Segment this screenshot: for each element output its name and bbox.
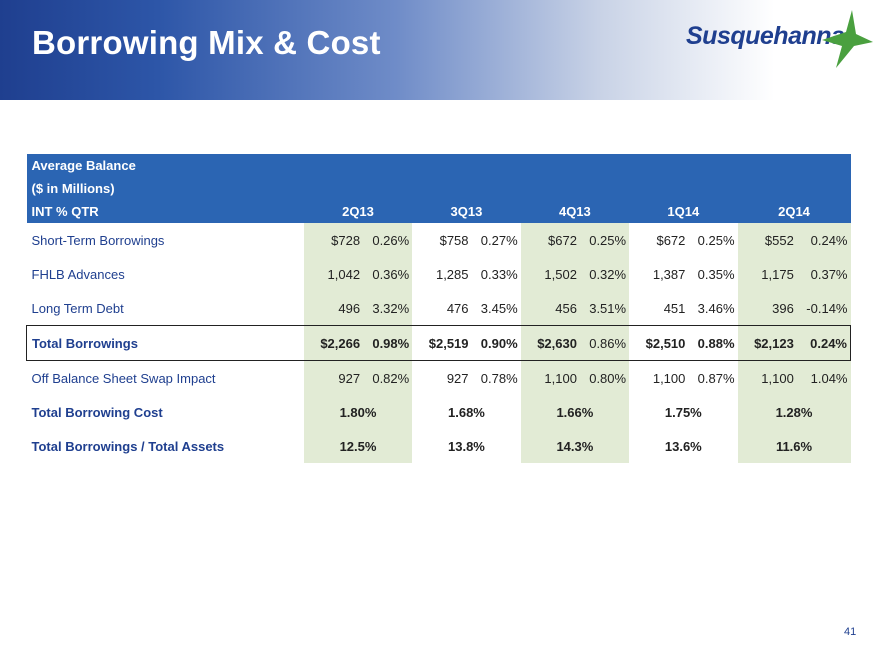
quarter-header: 2Q13 bbox=[303, 200, 413, 223]
rate-cell: 3.45% bbox=[480, 300, 518, 316]
summary-cell: 14.3% bbox=[520, 429, 630, 463]
header-row: ($ in Millions) bbox=[26, 177, 851, 200]
summary-cell: 1.75% bbox=[664, 404, 702, 420]
table-row: Long Term Debt 496 3.32% 476 3.45% 456 3.51% 45… bbox=[27, 291, 851, 326]
star-icon bbox=[822, 10, 873, 68]
header-row: Average Balance bbox=[26, 154, 851, 177]
company-logo: Susquehanna bbox=[686, 8, 876, 68]
balance-cell: 1,285 bbox=[435, 266, 469, 282]
summary-row: Total Borrowings / Total Assets 12.5% 13.8… bbox=[27, 429, 851, 463]
balance-cell: 456 bbox=[520, 291, 581, 326]
balance-cell: $2,510 bbox=[629, 325, 690, 361]
rate-cell: 0.26% bbox=[364, 223, 413, 257]
row-label: Total Borrowing Cost bbox=[31, 404, 163, 420]
balance-cell: $2,123 bbox=[737, 325, 798, 361]
balance-cell: 1,100 bbox=[737, 360, 798, 395]
row-label: Off Balance Sheet Swap Impact bbox=[31, 370, 216, 386]
balance-cell: 1,100 bbox=[520, 360, 581, 395]
table-row: Short-Term Borrowings $728 0.26% $758 0.27% $… bbox=[27, 223, 851, 257]
balance-cell: 1,175 bbox=[737, 257, 798, 291]
quarter-header-row: INT % QTR 2Q13 3Q13 4Q13 1Q14 2Q14 bbox=[26, 200, 851, 223]
rate-cell: 0.87% bbox=[697, 370, 735, 386]
rate-cell: 0.25% bbox=[697, 232, 735, 248]
borrowing-table: Average Balance ($ in Millions) INT % QT… bbox=[25, 154, 851, 463]
balance-cell: 1,502 bbox=[520, 257, 581, 291]
summary-row: Total Borrowing Cost 1.80% 1.68% 1.66% 1.75%… bbox=[27, 395, 851, 429]
header-label: ($ in Millions) bbox=[26, 177, 851, 200]
rate-cell: 0.88% bbox=[689, 325, 738, 361]
rate-cell: 3.32% bbox=[364, 291, 413, 326]
balance-cell: $2,630 bbox=[520, 325, 581, 361]
logo-text: Susquehanna bbox=[686, 22, 845, 50]
rate-cell: 1.04% bbox=[797, 360, 851, 395]
rate-cell: 0.24% bbox=[797, 223, 851, 257]
header-label: Average Balance bbox=[26, 154, 851, 177]
rate-cell: 0.33% bbox=[480, 266, 518, 282]
balance-cell: $552 bbox=[737, 223, 798, 257]
quarter-header: 2Q14 bbox=[737, 200, 851, 223]
table-row: Off Balance Sheet Swap Impact 927 0.82% 927… bbox=[27, 360, 851, 395]
rate-cell: 0.36% bbox=[364, 257, 413, 291]
balance-cell: 1,042 bbox=[303, 257, 365, 291]
row-label: Long Term Debt bbox=[31, 300, 124, 316]
column-label: INT % QTR bbox=[26, 200, 304, 223]
summary-cell: 11.6% bbox=[737, 429, 851, 463]
balance-cell: 396 bbox=[737, 291, 798, 326]
balance-cell: 1,100 bbox=[652, 370, 686, 386]
rate-cell: 0.78% bbox=[480, 370, 518, 386]
page-title: Borrowing Mix & Cost bbox=[32, 24, 381, 61]
balance-cell: $2,266 bbox=[303, 325, 365, 361]
rate-cell: 0.32% bbox=[580, 257, 630, 291]
quarter-header: 4Q13 bbox=[520, 200, 630, 223]
quarter-header: 3Q13 bbox=[412, 200, 521, 223]
page-number: 41 bbox=[844, 626, 857, 638]
rate-cell: 0.37% bbox=[797, 257, 851, 291]
balance-cell: $758 bbox=[439, 232, 469, 248]
rate-cell: 0.90% bbox=[472, 325, 521, 361]
row-label: Short-Term Borrowings bbox=[31, 232, 165, 248]
rate-cell: 0.24% bbox=[797, 325, 851, 361]
row-label: Total Borrowings bbox=[25, 325, 304, 361]
balance-cell: 476 bbox=[446, 300, 469, 316]
title-banner bbox=[0, 0, 880, 100]
rate-cell: 0.25% bbox=[580, 223, 630, 257]
balance-cell: 927 bbox=[446, 370, 469, 386]
balance-cell: $672 bbox=[656, 232, 686, 248]
table-row: Total Borrowings $2,266 0.98% $2,519 0.90% $2… bbox=[25, 325, 851, 361]
balance-cell: 451 bbox=[663, 300, 686, 316]
rate-cell: 0.35% bbox=[697, 266, 735, 282]
summary-cell: 1.28% bbox=[737, 395, 851, 429]
rate-cell: 0.86% bbox=[580, 325, 630, 361]
rate-cell: 3.46% bbox=[697, 300, 735, 316]
balance-cell: 1,387 bbox=[652, 266, 686, 282]
summary-cell: 1.68% bbox=[448, 404, 485, 420]
summary-cell: 13.6% bbox=[664, 438, 702, 454]
balance-cell: 496 bbox=[303, 291, 365, 326]
quarter-header: 1Q14 bbox=[629, 200, 738, 223]
rate-cell: 0.27% bbox=[480, 232, 518, 248]
balance-cell: $728 bbox=[303, 223, 365, 257]
row-label: Total Borrowings / Total Assets bbox=[31, 438, 225, 454]
rate-cell: 0.82% bbox=[364, 360, 413, 395]
rate-cell: 0.98% bbox=[364, 325, 413, 361]
summary-cell: 12.5% bbox=[303, 429, 413, 463]
row-label: FHLB Advances bbox=[31, 266, 125, 282]
rate-cell: 0.80% bbox=[580, 360, 630, 395]
table-row: FHLB Advances 1,042 0.36% 1,285 0.33% 1,502 0.… bbox=[27, 257, 851, 291]
summary-cell: 1.66% bbox=[520, 395, 630, 429]
balance-cell: $2,519 bbox=[412, 325, 473, 361]
rate-cell: -0.14% bbox=[797, 291, 851, 326]
balance-cell: $672 bbox=[520, 223, 581, 257]
summary-cell: 1.80% bbox=[303, 395, 413, 429]
rate-cell: 3.51% bbox=[580, 291, 630, 326]
balance-cell: 927 bbox=[303, 360, 365, 395]
summary-cell: 13.8% bbox=[448, 438, 485, 454]
